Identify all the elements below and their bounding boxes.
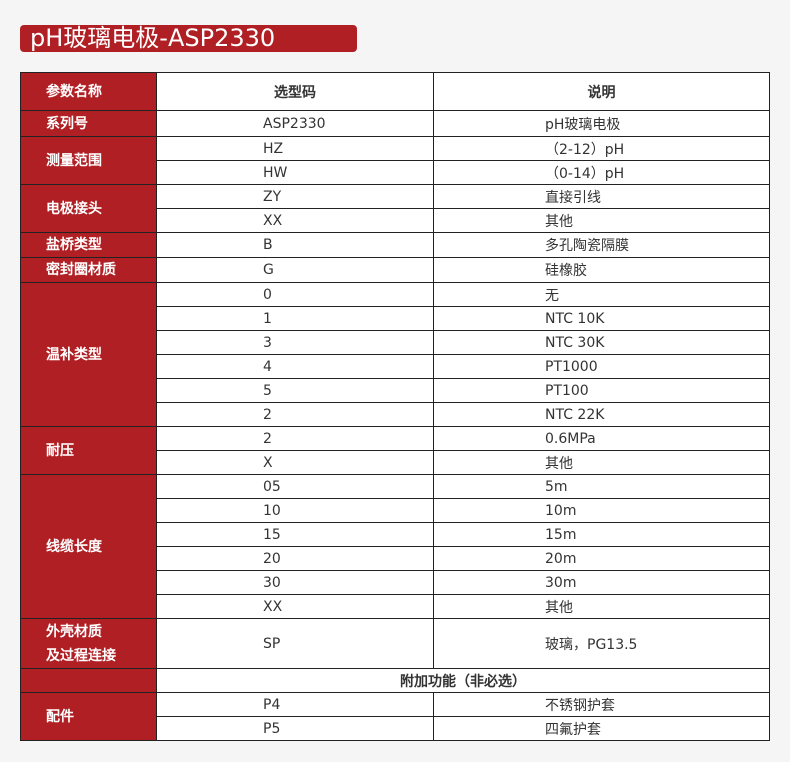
desc-cell: 10m: [433, 498, 770, 523]
table-row: 30 30m: [21, 570, 770, 595]
code-cell: 0: [156, 282, 434, 307]
desc-cell: NTC 30K: [433, 330, 770, 355]
table-row: 4 PT1000: [21, 354, 770, 379]
extra-section-title: 附加功能（非必选）: [156, 668, 770, 693]
table-row: 电极接头 ZY 直接引线: [20, 184, 770, 233]
desc-cell: 无: [433, 282, 770, 307]
table-row: 10 10m: [21, 498, 770, 523]
code-cell: 10: [156, 498, 434, 523]
table-row: XX 其他: [21, 594, 770, 619]
code-cell: XX: [156, 208, 434, 233]
code-cell: 4: [156, 354, 434, 379]
page-title: pH玻璃电极-ASP2330: [20, 25, 357, 52]
table-row: 外壳材质 及过程连接 SP 玻璃，PG13.5: [20, 618, 770, 669]
table-row: 系列号 ASP2330 pH玻璃电极: [20, 110, 770, 137]
code-cell: ZY: [156, 184, 434, 209]
section-row: 附加功能（非必选）: [20, 668, 770, 693]
table-row: 1 NTC 10K: [21, 306, 770, 331]
code-cell: XX: [156, 594, 434, 619]
param-label: 电极接头: [20, 184, 157, 233]
header-param: 参数名称: [20, 72, 157, 111]
header-code: 选型码: [156, 72, 434, 111]
code-cell: 5: [156, 378, 434, 403]
table-row: 3 NTC 30K: [21, 330, 770, 355]
desc-cell: 多孔陶瓷隔膜: [433, 232, 770, 258]
table-row: 盐桥类型 B 多孔陶瓷隔膜: [20, 232, 770, 258]
spec-table: 参数名称 选型码 说明 系列号 ASP2330 pH玻璃电极 测量范围 HZ （2-…: [20, 72, 770, 741]
code-cell: HW: [156, 160, 434, 185]
desc-cell: 30m: [433, 570, 770, 595]
param-label-line1: 外壳材质: [46, 623, 102, 640]
table-row: 20 20m: [21, 546, 770, 571]
code-cell: 20: [156, 546, 434, 571]
table-row: 测量范围 HZ （2-12）pH: [20, 136, 770, 185]
desc-cell: （0-14）pH: [433, 160, 770, 185]
code-cell: SP: [156, 618, 434, 669]
code-cell: 3: [156, 330, 434, 355]
param-label: 温补类型: [20, 282, 157, 427]
param-label: 盐桥类型: [20, 232, 157, 258]
desc-cell: 四氟护套: [433, 716, 770, 741]
table-header-row: 参数名称 选型码 说明: [20, 72, 770, 111]
desc-cell: NTC 22K: [433, 402, 770, 427]
code-cell: 15: [156, 522, 434, 547]
param-label: 系列号: [20, 110, 157, 137]
table-row: 配件 P4 不锈钢护套: [20, 692, 770, 741]
code-cell: 2: [156, 402, 434, 427]
table-row: 2 NTC 22K: [21, 402, 770, 427]
code-cell: 30: [156, 570, 434, 595]
code-cell: 05: [156, 474, 434, 499]
desc-cell: pH玻璃电极: [433, 110, 770, 137]
code-cell: 1: [156, 306, 434, 331]
table-row: 5 PT100: [21, 378, 770, 403]
desc-cell: 5m: [433, 474, 770, 499]
table-row: HW （0-14）pH: [21, 160, 770, 185]
desc-cell: NTC 10K: [433, 306, 770, 331]
empty-label: [20, 668, 157, 693]
table-row: 温补类型 0 无: [20, 282, 770, 427]
code-cell: X: [156, 450, 434, 475]
table-row: 耐压 2 0.6MPa: [20, 426, 770, 475]
code-cell: B: [156, 232, 434, 258]
table-row: P5 四氟护套: [21, 716, 770, 741]
code-cell: G: [156, 257, 434, 283]
code-cell: HZ: [156, 136, 434, 161]
code-cell: P5: [156, 716, 434, 741]
desc-cell: 其他: [433, 594, 770, 619]
param-label: 耐压: [20, 426, 157, 475]
desc-cell: 20m: [433, 546, 770, 571]
desc-cell: PT100: [433, 378, 770, 403]
desc-cell: 硅橡胶: [433, 257, 770, 283]
code-cell: ASP2330: [156, 110, 434, 137]
desc-cell: 15m: [433, 522, 770, 547]
desc-cell: PT1000: [433, 354, 770, 379]
header-desc: 说明: [433, 72, 770, 111]
param-label: 密封圈材质: [20, 257, 157, 283]
desc-cell: 玻璃，PG13.5: [433, 618, 770, 669]
desc-cell: 其他: [433, 208, 770, 233]
param-label: 配件: [20, 692, 157, 741]
desc-cell: （2-12）pH: [433, 136, 770, 161]
param-label-line2: 及过程连接: [46, 647, 116, 664]
param-label: 外壳材质 及过程连接: [20, 618, 157, 669]
param-label: 线缆长度: [20, 474, 157, 619]
desc-cell: 其他: [433, 450, 770, 475]
code-cell: 2: [156, 426, 434, 451]
desc-cell: 直接引线: [433, 184, 770, 209]
desc-cell: 0.6MPa: [433, 426, 770, 451]
code-cell: P4: [156, 692, 434, 717]
table-row: 线缆长度 05 5m: [20, 474, 770, 619]
table-row: 15 15m: [21, 522, 770, 547]
table-row: 密封圈材质 G 硅橡胶: [20, 257, 770, 283]
param-label: 测量范围: [20, 136, 157, 185]
desc-cell: 不锈钢护套: [433, 692, 770, 717]
